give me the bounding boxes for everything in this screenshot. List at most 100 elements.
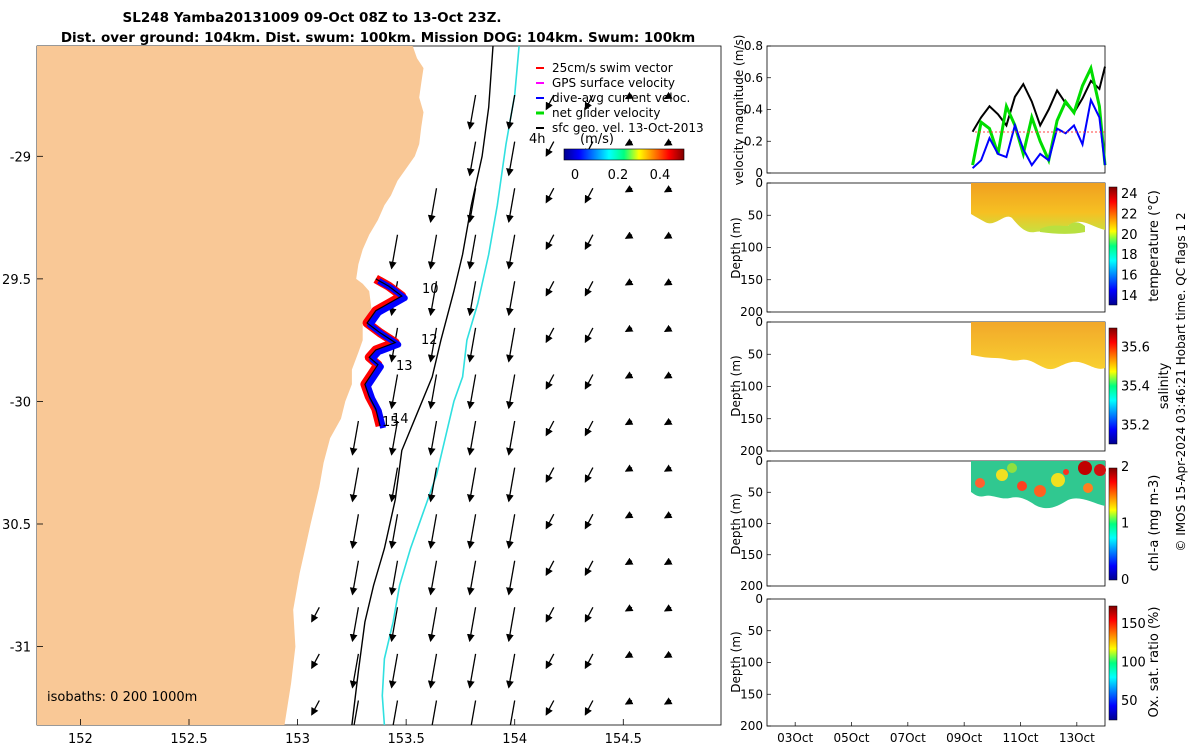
velocity-arrow [506,607,516,643]
velocity-arrow [311,606,320,623]
colorbar-tick-label: 22 [1121,207,1138,222]
map-xtick-label: 154 [502,732,527,747]
velocity-arrow [663,604,673,612]
velocity-arrow [506,234,516,270]
velocity-arrow [470,700,477,725]
map-ytick-label: 30.5 [2,518,31,533]
velocity-arrow [663,557,673,565]
velocity-arrow [392,700,399,725]
velocity-arrow [545,420,555,437]
colorbar-tick-label: 35.6 [1121,341,1150,356]
velocity-arrow [624,650,634,659]
colorbar-tick-label: 35.4 [1121,380,1150,395]
velocity-arrow [584,700,594,716]
velocity-arrow [506,94,516,130]
temperature-cool-patch [1040,222,1085,234]
velocity-arrow [624,324,634,333]
map-xtick-label: 153.5 [388,732,425,747]
velocity-arrow [506,653,516,689]
velocity-arrow [466,514,477,549]
map-legend: 25cm/s swim vector GPS surface velocity … [529,61,704,183]
velocity-arrow [388,560,399,596]
colorbar-unit: (m/s) [580,132,614,147]
velocity-arrow [509,700,516,725]
glider-track [360,274,408,429]
depth-ytick-label: 100 [740,241,763,255]
velocity-arrow [624,138,634,146]
velocity-arrow [624,185,634,193]
velocity-arrow [431,700,438,725]
track-current-vectors [364,278,408,429]
colorbar-tick-label: 24 [1121,187,1138,202]
map-xtick-label: 153 [285,732,310,747]
track-day-10: 10 [422,282,439,297]
velocity-arrow [545,327,555,344]
depth-ytick-label: 50 [748,208,763,222]
velocity-arrow [584,234,594,251]
colorbar-tick-label: 100 [1121,656,1146,671]
colorbar-tick-label: 20 [1121,228,1138,243]
depth-ytick-label: 200 [740,444,763,458]
map-ytick-label: -30 [10,395,31,410]
velocity-arrow [624,371,634,379]
velocity-arrow [388,234,399,270]
depth-ytick-label: 100 [740,656,763,670]
map-ytick-label: -31 [10,641,31,656]
velocity-arrow [545,234,555,251]
scale-label: 4h [529,132,546,147]
time-xtick-label: 13Oct [1059,731,1095,745]
velocity-arrow [427,607,438,643]
velocity-arrow [388,374,399,410]
depth-ytick-label: 0 [755,176,763,190]
velocity-arrow [506,281,516,317]
velocity-arrow [545,187,555,204]
colorbar-tick-1: 0.2 [608,168,629,183]
profile-panels: velocity magnitude (m/s) Depth (m) tempe… [729,35,1172,745]
isobath-200m [351,46,494,725]
time-xtick-label: 11Oct [1002,731,1038,745]
salinity-field [971,322,1105,370]
velocity-arrow [624,278,634,286]
velocity-series-line [971,66,1106,133]
depth-ytick-label: 200 [740,719,763,733]
chla-depth-label: Depth (m) [729,493,743,554]
title-line-1: SL248 Yamba20131009 09-Oct 08Z to 13-Oct… [123,10,502,26]
depth-ytick-label: 200 [740,579,763,593]
velocity-arrow [663,417,673,426]
oxygen-depth-label: Depth (m) [729,631,743,692]
salinity-depth-label: Depth (m) [729,355,743,416]
velocity-arrow [427,327,438,363]
velocity-arrow [466,653,477,689]
velocity-arrow [311,700,320,716]
velocity-arrow [466,607,477,643]
depth-ytick-label: 100 [740,517,763,531]
velocity-arrow [545,513,555,530]
depth-ytick-label: 150 [740,273,763,287]
depth-ytick-label: 50 [748,485,763,499]
velocity-series-line [971,96,1106,169]
velocity-arrow [466,141,477,177]
velocity-ylabel: velocity magnitude (m/s) [732,35,746,186]
colorbar-tick-label: 1 [1121,517,1129,532]
velocity-arrow [388,653,399,689]
velocity-arrow [584,327,594,344]
velocity-arrow [388,514,399,549]
map-xtick-label: 154.5 [605,732,642,747]
legend-gps: GPS surface velocity [552,76,675,90]
velocity-arrow [466,234,477,270]
colorbar-tick-2: 0.4 [650,168,671,183]
colorbar-tick-label: 16 [1121,268,1138,283]
velocity-arrow [427,188,438,223]
velocity-arrow [545,700,555,716]
velocity-arrow [584,280,594,297]
colorbar-tick-label: 0 [1121,573,1129,588]
velocity-arrow [506,327,516,363]
time-xtick-label: 03Oct [777,731,813,745]
velocity-arrow [663,91,673,100]
velocity-arrow [545,560,555,577]
speed-colorbar [563,148,685,161]
chla-colorbar-label: chl-a (mg m-3) [1147,475,1162,572]
velocity-arrow [584,467,594,483]
temperature-depth-label: Depth (m) [729,217,743,278]
time-xtick-label: 05Oct [833,731,869,745]
